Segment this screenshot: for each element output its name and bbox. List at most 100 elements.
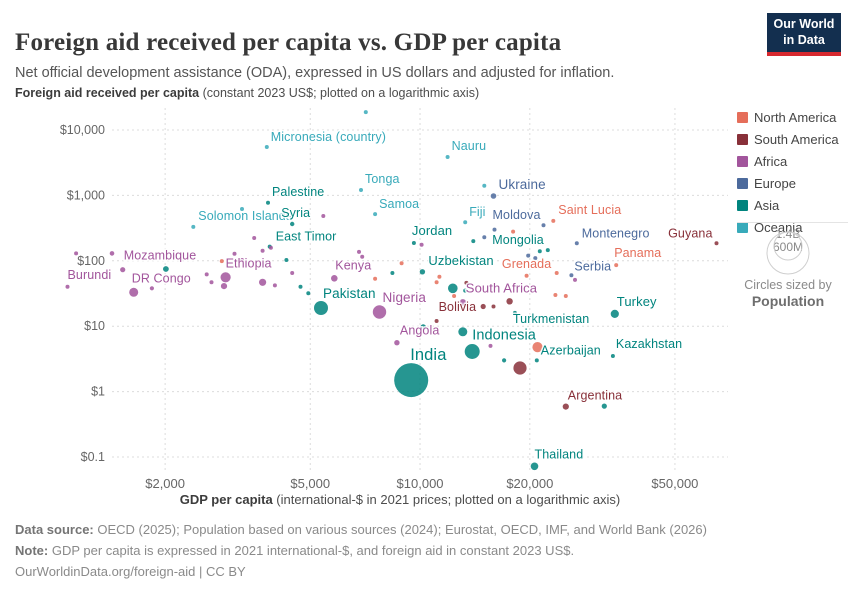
footer-citation-link[interactable]: OurWorldinData.org/foreign-aid | CC BY bbox=[15, 564, 246, 579]
data-point[interactable] bbox=[488, 343, 493, 348]
data-point[interactable] bbox=[204, 272, 209, 277]
data-point[interactable] bbox=[532, 342, 543, 353]
country-label[interactable]: Ethiopia bbox=[224, 255, 273, 272]
data-point[interactable] bbox=[511, 229, 516, 234]
data-point[interactable] bbox=[348, 265, 353, 270]
data-point[interactable] bbox=[553, 293, 558, 297]
data-point[interactable] bbox=[471, 239, 476, 244]
country-label[interactable]: Serbia bbox=[573, 258, 613, 275]
data-point[interactable] bbox=[437, 274, 442, 279]
data-point-turkmenistan[interactable] bbox=[512, 310, 517, 315]
country-label[interactable]: Indonesia bbox=[471, 326, 539, 345]
data-point-dr-congo[interactable] bbox=[129, 287, 139, 297]
country-label[interactable]: Guyana bbox=[667, 225, 714, 242]
data-point[interactable] bbox=[219, 259, 224, 264]
country-label[interactable]: Azerbaijan bbox=[539, 342, 602, 359]
data-point[interactable] bbox=[290, 271, 295, 275]
data-point-nauru[interactable] bbox=[445, 155, 450, 159]
data-point-grenada[interactable] bbox=[524, 273, 529, 278]
country-label[interactable]: DR Congo bbox=[130, 270, 192, 287]
country-label[interactable]: Angola bbox=[398, 322, 440, 339]
data-point[interactable] bbox=[220, 283, 228, 290]
legend-item-south-america[interactable]: South America bbox=[737, 132, 849, 147]
data-point[interactable] bbox=[240, 207, 244, 211]
data-point[interactable] bbox=[298, 284, 303, 289]
data-point[interactable] bbox=[537, 249, 542, 254]
country-label[interactable]: Kazakhstan bbox=[614, 336, 683, 353]
data-point[interactable] bbox=[482, 183, 487, 188]
data-point-fiji[interactable] bbox=[463, 220, 468, 225]
country-label[interactable]: Panama bbox=[613, 245, 663, 262]
data-point[interactable] bbox=[149, 286, 154, 291]
data-point[interactable] bbox=[463, 288, 468, 293]
data-point-moldova[interactable] bbox=[541, 223, 546, 228]
data-point-mozambique[interactable] bbox=[120, 267, 126, 273]
legend-item-europe[interactable]: Europe bbox=[737, 176, 849, 191]
country-label[interactable]: Grenada bbox=[500, 255, 552, 272]
data-point-palestine[interactable] bbox=[266, 200, 270, 205]
legend-item-north-america[interactable]: North America bbox=[737, 110, 849, 125]
data-point[interactable] bbox=[513, 361, 527, 375]
data-point[interactable] bbox=[434, 280, 439, 285]
data-point-panama[interactable] bbox=[614, 263, 619, 268]
data-point-montenegro[interactable] bbox=[574, 241, 579, 246]
data-point[interactable] bbox=[360, 254, 365, 259]
country-label[interactable]: Nauru bbox=[450, 138, 487, 155]
data-point[interactable] bbox=[284, 258, 289, 262]
data-point-saint-lucia[interactable] bbox=[551, 218, 556, 223]
data-point[interactable] bbox=[163, 266, 169, 272]
data-point-kazakhstan[interactable] bbox=[610, 354, 615, 358]
country-label[interactable]: Tonga bbox=[364, 171, 401, 188]
data-point[interactable] bbox=[259, 278, 267, 286]
data-point-serbia[interactable] bbox=[569, 273, 574, 278]
country-label[interactable]: Syria bbox=[280, 205, 312, 222]
data-point-thailand[interactable] bbox=[530, 462, 539, 471]
data-point[interactable] bbox=[480, 303, 486, 310]
data-point-mongolia[interactable] bbox=[545, 248, 550, 253]
country-label[interactable]: Kenya bbox=[334, 257, 373, 274]
data-point[interactable] bbox=[506, 298, 513, 305]
data-point[interactable] bbox=[448, 283, 458, 294]
data-point-argentina[interactable] bbox=[562, 403, 569, 410]
data-point[interactable] bbox=[363, 110, 368, 115]
data-point[interactable] bbox=[268, 245, 273, 250]
data-point-nigeria[interactable] bbox=[372, 305, 387, 319]
data-point[interactable] bbox=[464, 280, 469, 285]
country-label[interactable]: Turkey bbox=[615, 292, 658, 310]
country-label[interactable]: Saint Lucia bbox=[557, 201, 623, 218]
country-label[interactable]: Ukraine bbox=[497, 176, 547, 194]
data-point[interactable] bbox=[109, 251, 115, 256]
data-point[interactable] bbox=[492, 227, 497, 232]
data-point-burundi[interactable] bbox=[65, 284, 70, 289]
data-point[interactable] bbox=[526, 253, 531, 258]
data-point-south-africa[interactable] bbox=[459, 299, 467, 307]
data-point-azerbaijan[interactable] bbox=[534, 358, 539, 363]
data-point-guyana[interactable] bbox=[714, 241, 719, 246]
legend-item-africa[interactable]: Africa bbox=[737, 154, 849, 169]
data-point-jordan[interactable] bbox=[411, 241, 416, 245]
country-label[interactable]: Solomon Islands bbox=[197, 207, 294, 224]
country-label[interactable]: Uzbekistan bbox=[427, 251, 495, 269]
country-label[interactable]: Turkmenistan bbox=[511, 310, 590, 327]
owid-logo[interactable]: Our World in Data bbox=[767, 13, 841, 56]
data-point[interactable] bbox=[272, 283, 277, 288]
country-label[interactable]: Argentina bbox=[566, 387, 623, 404]
legend-item-asia[interactable]: Asia bbox=[737, 198, 849, 213]
country-label[interactable]: Micronesia (country) bbox=[269, 129, 387, 146]
country-label[interactable]: India bbox=[409, 345, 449, 366]
data-point[interactable] bbox=[420, 324, 427, 330]
country-label[interactable]: Mongolia bbox=[491, 232, 545, 249]
data-point-solomon-islands[interactable] bbox=[191, 224, 196, 229]
country-label[interactable]: Mozambique bbox=[122, 247, 197, 264]
data-point-uzbekistan[interactable] bbox=[419, 269, 426, 275]
data-point-micronesia-country-[interactable] bbox=[264, 145, 269, 149]
data-point[interactable] bbox=[240, 258, 244, 262]
data-point[interactable] bbox=[321, 214, 326, 218]
country-label[interactable]: Nigeria bbox=[381, 289, 428, 307]
country-label[interactable]: Moldova bbox=[491, 207, 542, 224]
data-point[interactable] bbox=[390, 271, 395, 275]
country-label[interactable]: Bolivia bbox=[437, 299, 477, 316]
data-point[interactable] bbox=[491, 304, 496, 309]
data-point[interactable] bbox=[357, 249, 361, 254]
country-label[interactable]: Fiji bbox=[468, 204, 487, 221]
